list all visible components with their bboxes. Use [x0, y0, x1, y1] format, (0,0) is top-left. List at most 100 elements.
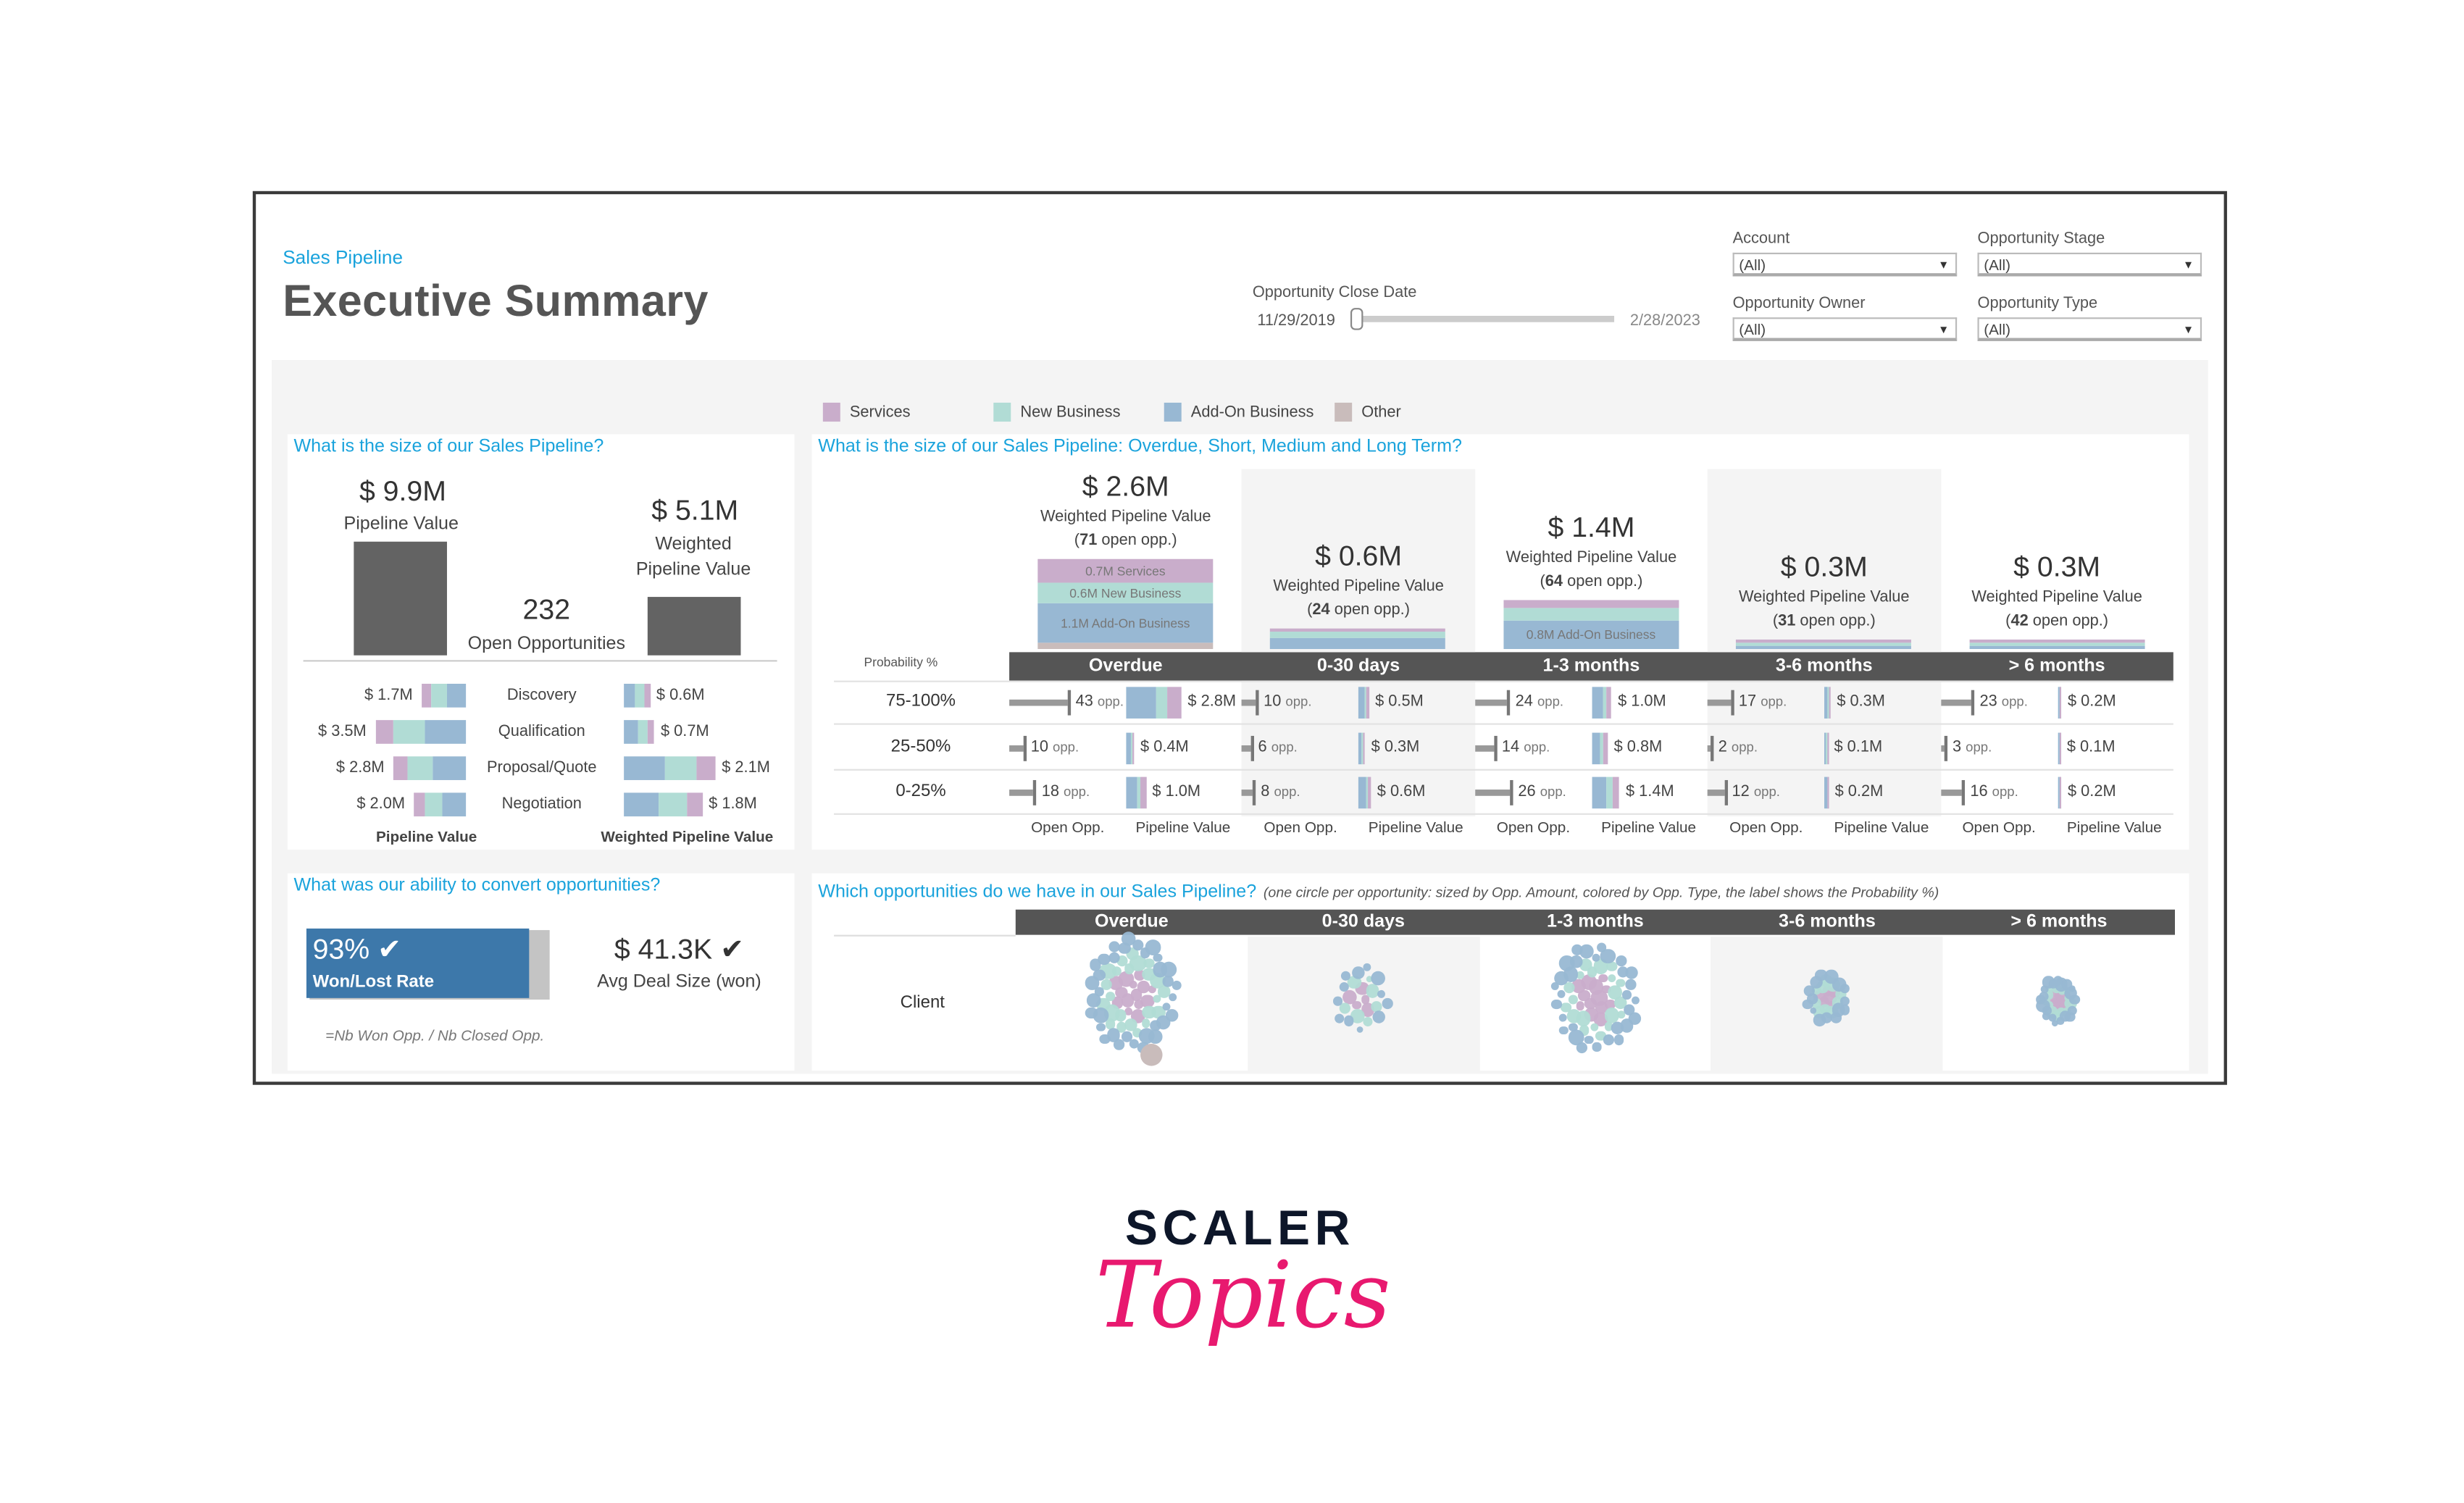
pipeline-value-bar[interactable] [1592, 732, 1608, 764]
open-opp-bar[interactable] [1242, 699, 1256, 706]
opportunity-bubble[interactable] [1571, 979, 1586, 993]
opportunity-bubble[interactable] [1604, 1022, 1613, 1031]
opportunity-bubble[interactable] [1087, 994, 1101, 1008]
pipeline-value-bar[interactable] [1592, 776, 1620, 809]
weighted-stack-bar[interactable]: 1.1M Add-On Business 0.6M New Business 0.7… [1037, 558, 1214, 649]
opportunity-bubble[interactable] [1590, 1023, 1599, 1032]
opportunity-bubble[interactable] [1613, 995, 1626, 1009]
open-opp-bar[interactable] [1009, 699, 1068, 706]
opportunity-bubble[interactable] [2048, 1014, 2057, 1022]
opportunity-bubble[interactable] [1600, 949, 1616, 963]
opportunity-bubble[interactable] [1119, 942, 1130, 955]
opportunity-bubble[interactable] [1803, 999, 1813, 1010]
pipeline-value-bar[interactable] [1126, 776, 1146, 809]
opportunity-bubble[interactable] [1340, 971, 1350, 981]
opportunity-bubble[interactable] [1168, 992, 1177, 1002]
opportunity-bubble[interactable] [1348, 976, 1361, 989]
opportunity-bubble[interactable] [1344, 1016, 1355, 1026]
opps-header-4[interactable]: > 6 months [2010, 913, 2108, 932]
opportunity-bubble[interactable] [1595, 1030, 1606, 1041]
opportunity-bubble[interactable] [1814, 968, 1827, 981]
opportunity-bubble[interactable] [1629, 1012, 1642, 1026]
opportunity-bubble[interactable] [1831, 1012, 1842, 1023]
pipeline-value-bar[interactable] [1824, 776, 1829, 809]
opportunity-bubble[interactable] [1371, 1000, 1383, 1013]
opportunity-bubble[interactable] [1124, 1007, 1134, 1016]
close-date-slider[interactable] [1358, 316, 1615, 322]
opportunity-bubble[interactable] [1550, 982, 1559, 991]
opportunity-bubble[interactable] [1152, 1005, 1165, 1018]
term-header-4[interactable]: > 6 months [2008, 656, 2105, 677]
opportunity-bubble[interactable] [1571, 944, 1583, 955]
term-header-0[interactable]: Overdue [1088, 656, 1163, 677]
open-opp-bar[interactable] [1940, 699, 1972, 706]
opportunity-bubble[interactable] [1557, 989, 1566, 999]
opps-header-1[interactable]: 0-30 days [1321, 913, 1405, 932]
open-opp-bar[interactable] [1009, 790, 1034, 796]
pipeline-value-bar[interactable] [354, 541, 447, 656]
opportunity-bubble[interactable] [1122, 931, 1137, 947]
opportunity-bubble[interactable] [1561, 1002, 1572, 1013]
legend-item[interactable]: Other [1335, 402, 1505, 422]
opportunity-bubble[interactable] [1129, 1039, 1139, 1049]
stage-weighted-bar[interactable] [624, 756, 716, 780]
opportunity-bubble[interactable] [1569, 1022, 1578, 1032]
opportunity-bubble[interactable] [2051, 1019, 2058, 1026]
opportunity-bubble[interactable] [1554, 971, 1569, 986]
opportunity-bubble[interactable] [1105, 991, 1115, 1001]
opportunity-bubble[interactable] [1563, 981, 1576, 994]
opportunity-bubble[interactable] [1604, 1008, 1620, 1023]
opportunity-bubble[interactable] [2045, 984, 2054, 994]
stage-pipeline-bar[interactable] [422, 683, 467, 708]
opportunity-bubble[interactable] [1350, 1010, 1365, 1023]
opportunity-bubble[interactable] [1356, 1026, 1364, 1034]
opportunity-bubble[interactable] [1605, 1000, 1616, 1010]
opportunity-bubble[interactable] [1141, 1018, 1150, 1029]
opportunity-bubble[interactable] [1625, 979, 1637, 990]
open-opp-bar[interactable] [1474, 699, 1508, 706]
opportunity-bubble[interactable] [1568, 995, 1577, 1004]
pipeline-value-bar[interactable] [2057, 776, 2062, 809]
pipeline-value-bar[interactable] [1824, 732, 1828, 764]
opportunity-bubble[interactable] [1339, 982, 1350, 992]
opportunity-bubble[interactable] [1606, 961, 1617, 971]
opportunity-bubble[interactable] [1575, 971, 1584, 979]
pipeline-value-bar[interactable] [1358, 732, 1365, 764]
open-opp-bar[interactable] [1242, 744, 1250, 751]
opportunity-bubble[interactable] [1566, 1008, 1582, 1024]
opportunity-bubble[interactable] [1108, 976, 1123, 990]
opportunity-bubble[interactable] [1827, 1000, 1836, 1009]
filter-dropdown-opportunity-owner[interactable]: (All) ▼ [1732, 317, 1958, 341]
stage-weighted-bar[interactable] [624, 792, 703, 817]
opportunity-bubble[interactable] [1839, 995, 1850, 1006]
opportunity-bubble[interactable] [1140, 1044, 1163, 1066]
pipeline-value-bar[interactable] [1126, 687, 1182, 719]
opportunity-bubble[interactable] [1365, 984, 1380, 998]
opportunity-bubble[interactable] [1615, 955, 1626, 967]
opportunity-bubble[interactable] [2057, 1017, 2065, 1025]
weighted-stack-bar[interactable] [1270, 628, 1446, 649]
opportunity-bubble[interactable] [2063, 1007, 2071, 1014]
opportunity-bubble[interactable] [1372, 1011, 1385, 1024]
opportunity-bubble[interactable] [1809, 1006, 1817, 1014]
pipeline-value-bar[interactable] [1824, 687, 1831, 719]
opportunity-bubble[interactable] [1559, 955, 1575, 971]
opportunity-bubble[interactable] [1116, 955, 1129, 968]
opportunity-bubble[interactable] [1162, 1002, 1172, 1011]
opportunity-bubble[interactable] [1132, 939, 1144, 951]
stage-pipeline-bar[interactable] [375, 720, 467, 744]
opportunity-bubble[interactable] [1106, 1028, 1120, 1042]
open-opp-bar[interactable] [1708, 790, 1724, 796]
opportunity-bubble[interactable] [1333, 996, 1343, 1005]
opportunity-bubble[interactable] [1099, 1034, 1110, 1044]
opportunity-bubble[interactable] [1377, 989, 1386, 999]
open-opp-bar[interactable] [1242, 790, 1253, 796]
opportunity-bubble[interactable] [1631, 996, 1640, 1005]
filter-dropdown-opportunity-stage[interactable]: (All) ▼ [1977, 252, 2202, 277]
legend-item[interactable]: Services [822, 402, 993, 422]
opportunity-bubble[interactable] [1340, 1002, 1352, 1013]
opportunity-bubble[interactable] [1617, 1010, 1626, 1019]
opportunity-bubble[interactable] [1106, 1018, 1116, 1029]
pipeline-value-bar[interactable] [2057, 687, 2062, 719]
opps-header-3[interactable]: 3-6 months [1779, 913, 1876, 932]
